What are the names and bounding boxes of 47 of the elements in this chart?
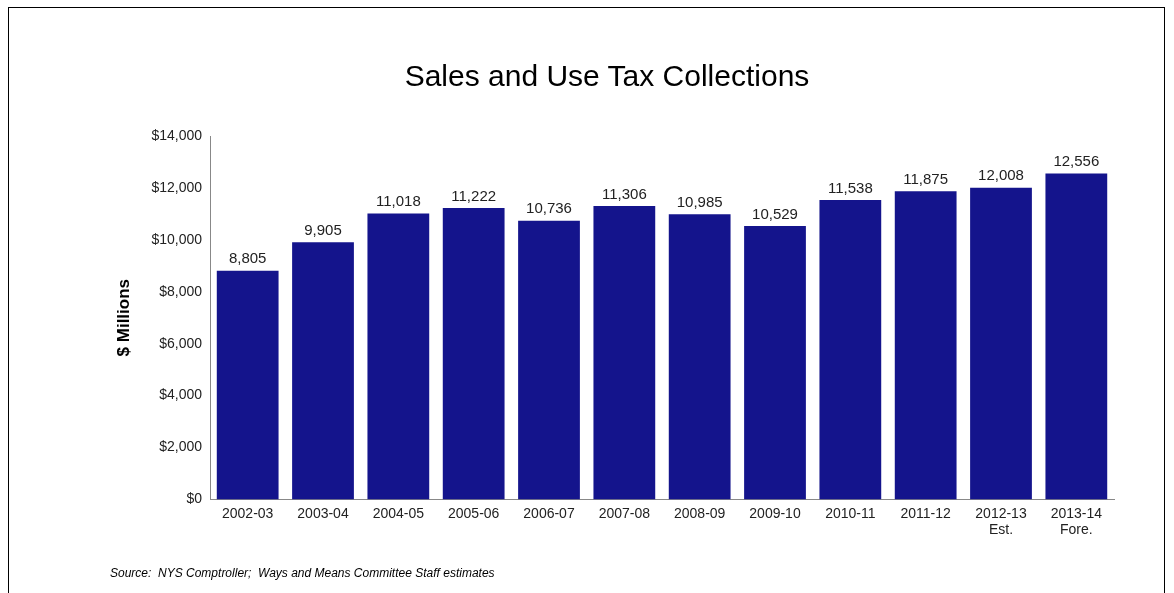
x-tick-label: 2008-09 xyxy=(673,504,726,521)
data-label: 10,529 xyxy=(752,204,798,222)
data-label: 11,018 xyxy=(375,192,421,210)
x-tick-label: 2011-12 xyxy=(900,504,952,521)
x-tick-label: 2009-10 xyxy=(749,504,801,521)
data-label: 11,538 xyxy=(827,178,873,196)
chart-title: Sales and Use Tax Collections xyxy=(404,59,810,93)
data-label: 12,008 xyxy=(978,166,1024,184)
bar xyxy=(819,199,882,500)
bar xyxy=(894,191,957,500)
x-tick-label: 2003-04 xyxy=(297,504,349,521)
bar xyxy=(292,242,354,500)
data-label: 11,875 xyxy=(903,169,949,187)
data-label: 10,736 xyxy=(526,199,572,217)
x-tick-label: 2002-03 xyxy=(221,504,274,521)
bar xyxy=(367,213,430,500)
data-label: 12,556 xyxy=(1053,152,1100,170)
y-axis-title: $ Millions xyxy=(113,278,133,357)
x-tick-label: 2007-08 xyxy=(598,504,651,521)
data-label: 8,805 xyxy=(228,249,267,267)
x-tick-label: 2005-06 xyxy=(447,504,500,521)
data-label: 11,222 xyxy=(451,186,497,204)
bar xyxy=(1045,173,1108,500)
y-tick-label: $2,000 xyxy=(159,438,203,455)
x-tick-label: 2010-11 xyxy=(825,504,876,521)
bar xyxy=(970,187,1032,500)
x-tick-label: 2004-05 xyxy=(372,504,425,521)
data-label: 9,905 xyxy=(304,220,342,238)
x-tick-label: 2013-14 Fore. xyxy=(1050,504,1103,538)
bar xyxy=(216,270,279,500)
data-label: 10,985 xyxy=(676,192,723,210)
y-tick-label: $0 xyxy=(186,490,203,507)
bar xyxy=(442,208,505,500)
bar xyxy=(668,214,731,500)
data-label: 11,306 xyxy=(601,184,647,202)
y-tick-label: $4,000 xyxy=(159,386,203,403)
bar xyxy=(518,220,580,500)
y-tick-label: $6,000 xyxy=(159,334,203,351)
bar xyxy=(593,205,656,500)
x-tick-label: 2012-13 Est. xyxy=(975,504,1027,538)
y-tick-label: $10,000 xyxy=(151,230,203,247)
x-tick-label: 2006-07 xyxy=(523,504,575,521)
bar xyxy=(744,226,806,500)
y-tick-label: $8,000 xyxy=(159,282,203,299)
source-note: Source: NYS Comptroller; Ways and Means Committee Staff estimates xyxy=(110,566,495,581)
y-tick-label: $14,000 xyxy=(151,126,203,143)
y-tick-label: $12,000 xyxy=(151,178,203,195)
